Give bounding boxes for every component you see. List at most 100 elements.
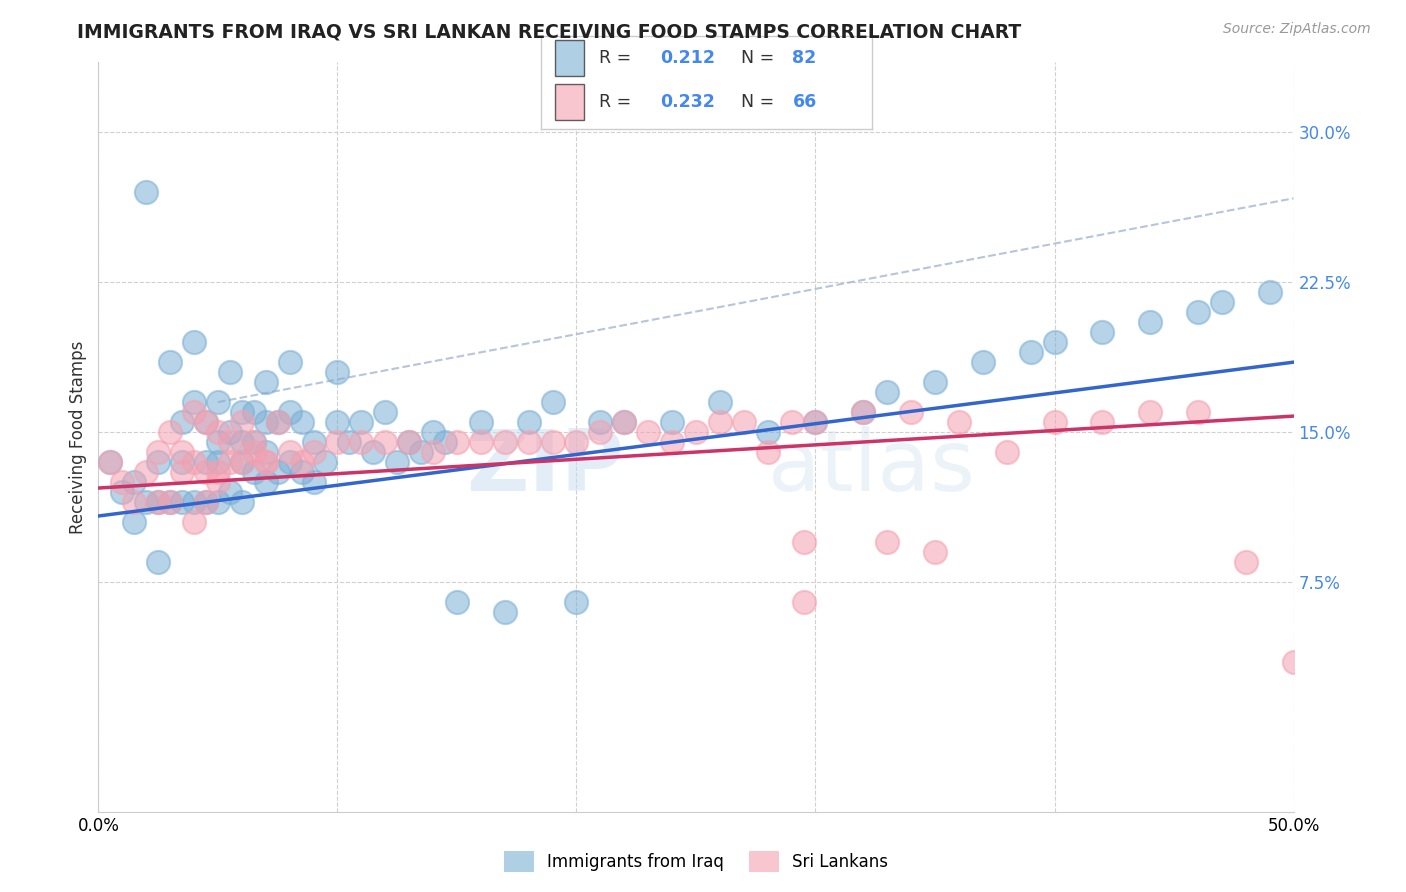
Point bbox=[231, 405, 253, 419]
Point bbox=[111, 485, 134, 500]
Point bbox=[207, 435, 229, 450]
Text: 0.232: 0.232 bbox=[661, 93, 716, 112]
Point bbox=[278, 355, 301, 369]
Text: N =: N = bbox=[730, 93, 779, 112]
Point bbox=[148, 455, 170, 469]
Point bbox=[948, 415, 970, 429]
Point bbox=[124, 475, 146, 489]
Point bbox=[1187, 405, 1209, 419]
Point bbox=[852, 405, 875, 419]
Point bbox=[709, 395, 731, 409]
Point bbox=[195, 495, 218, 509]
Point bbox=[541, 395, 564, 409]
Text: R =: R = bbox=[599, 49, 637, 67]
Point bbox=[195, 495, 218, 509]
Point bbox=[1282, 655, 1305, 669]
Point bbox=[111, 475, 134, 489]
Point bbox=[148, 495, 170, 509]
Point bbox=[159, 355, 181, 369]
Point bbox=[291, 455, 314, 469]
Text: 66: 66 bbox=[793, 93, 817, 112]
Point bbox=[422, 445, 444, 459]
Point bbox=[183, 395, 205, 409]
Point bbox=[1043, 335, 1066, 350]
Point bbox=[1234, 555, 1257, 569]
Point bbox=[972, 355, 994, 369]
Point bbox=[231, 455, 253, 469]
Point bbox=[267, 415, 290, 429]
Point bbox=[1091, 415, 1114, 429]
Point bbox=[541, 435, 564, 450]
Point bbox=[350, 415, 373, 429]
Point bbox=[254, 445, 277, 459]
Text: 82: 82 bbox=[793, 49, 817, 67]
Text: 0.212: 0.212 bbox=[661, 49, 716, 67]
Point bbox=[267, 465, 290, 479]
Point bbox=[565, 595, 588, 609]
Point bbox=[1187, 305, 1209, 319]
Point bbox=[135, 495, 157, 509]
Point bbox=[172, 455, 194, 469]
Point bbox=[374, 435, 396, 450]
Point bbox=[231, 435, 253, 450]
Point bbox=[135, 186, 157, 200]
Point bbox=[637, 425, 659, 439]
Point bbox=[1043, 415, 1066, 429]
Point bbox=[852, 405, 875, 419]
Point bbox=[207, 395, 229, 409]
Point bbox=[172, 465, 194, 479]
Point bbox=[446, 435, 468, 450]
Point bbox=[804, 415, 827, 429]
Point bbox=[1211, 295, 1233, 310]
Point bbox=[207, 465, 229, 479]
Point bbox=[148, 495, 170, 509]
Point bbox=[219, 455, 242, 469]
Point bbox=[159, 495, 181, 509]
Point bbox=[804, 415, 827, 429]
Point bbox=[207, 495, 229, 509]
Point bbox=[326, 415, 349, 429]
Point bbox=[195, 415, 218, 429]
Point bbox=[350, 435, 373, 450]
Point bbox=[219, 485, 242, 500]
Point bbox=[924, 545, 946, 559]
Text: IMMIGRANTS FROM IRAQ VS SRI LANKAN RECEIVING FOOD STAMPS CORRELATION CHART: IMMIGRANTS FROM IRAQ VS SRI LANKAN RECEI… bbox=[77, 22, 1022, 41]
Point bbox=[385, 455, 409, 469]
Point bbox=[589, 415, 612, 429]
Point bbox=[254, 415, 277, 429]
Point bbox=[793, 535, 815, 549]
Text: Source: ZipAtlas.com: Source: ZipAtlas.com bbox=[1223, 22, 1371, 37]
Point bbox=[291, 415, 314, 429]
Point bbox=[326, 435, 349, 450]
Point bbox=[278, 445, 301, 459]
Point bbox=[470, 415, 492, 429]
Point bbox=[243, 405, 266, 419]
Point bbox=[124, 495, 146, 509]
Point bbox=[661, 415, 683, 429]
Point bbox=[900, 405, 922, 419]
Point bbox=[219, 365, 242, 379]
Text: R =: R = bbox=[599, 93, 637, 112]
Point bbox=[363, 445, 385, 459]
Point bbox=[876, 535, 898, 549]
Point bbox=[172, 445, 194, 459]
Point bbox=[589, 425, 612, 439]
Point bbox=[374, 405, 396, 419]
Point bbox=[278, 405, 301, 419]
Point bbox=[876, 385, 898, 400]
Point bbox=[1139, 405, 1161, 419]
Point bbox=[207, 425, 229, 439]
Point bbox=[613, 415, 636, 429]
Point bbox=[195, 415, 218, 429]
Point bbox=[780, 415, 803, 429]
Point bbox=[517, 435, 540, 450]
Point bbox=[243, 465, 266, 479]
Point bbox=[565, 435, 588, 450]
Point bbox=[326, 365, 349, 379]
Point bbox=[470, 435, 492, 450]
Point bbox=[254, 475, 277, 489]
Point bbox=[148, 555, 170, 569]
FancyBboxPatch shape bbox=[554, 85, 585, 120]
Point bbox=[398, 435, 420, 450]
Point bbox=[98, 455, 122, 469]
